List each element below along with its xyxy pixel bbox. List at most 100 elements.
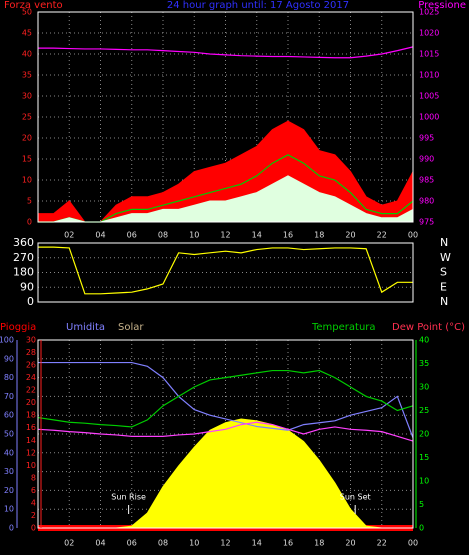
x-tick-label: 12 xyxy=(220,231,230,240)
y-tick-label: 980 xyxy=(419,197,434,206)
annotation: Sun Set xyxy=(340,493,371,502)
series-line xyxy=(37,369,414,428)
y-tick-label: 24 xyxy=(26,373,36,382)
y-tick-label: 270 xyxy=(13,251,34,264)
x-tick-label: 02 xyxy=(64,231,74,240)
plot-frame xyxy=(37,242,414,303)
x-tick-label: 04 xyxy=(95,231,105,240)
legend-entry: Temperatura xyxy=(311,322,376,333)
x-tick-label: 20 xyxy=(345,539,355,548)
y-tick-label: 6 xyxy=(31,486,36,495)
x-tick-label: 10 xyxy=(189,231,199,240)
y-tick-label: 10 xyxy=(4,505,14,514)
y-tick-label: 180 xyxy=(13,266,34,279)
x-tick-label: 04 xyxy=(95,539,105,548)
y-tick-label: 26 xyxy=(26,361,36,370)
x-tick-label: 00 xyxy=(408,539,418,548)
y-tick-label: 1000 xyxy=(419,113,439,122)
x-tick-label: 20 xyxy=(345,231,355,240)
y-tick-label: W xyxy=(440,251,451,264)
y-tick-label: 90 xyxy=(20,280,34,293)
y-tick-label: 20 xyxy=(26,398,36,407)
legend-entry: Pioggia xyxy=(0,322,36,333)
x-tick-label: 02 xyxy=(64,539,74,548)
y-tick-label: 10 xyxy=(419,477,429,486)
y-tick-label: 20 xyxy=(4,486,14,495)
x-tick-label: 08 xyxy=(158,231,168,240)
y-tick-label: 0 xyxy=(27,295,34,308)
y-tick-label: 30 xyxy=(22,92,32,101)
y-tick-label: 16 xyxy=(26,423,36,432)
y-tick-label: 18 xyxy=(26,411,36,420)
y-tick-label: E xyxy=(440,280,447,293)
series-area xyxy=(38,175,414,223)
y-tick-label: 40 xyxy=(419,336,429,345)
x-tick-label: 10 xyxy=(189,539,199,548)
y-tick-label: 40 xyxy=(4,448,14,457)
y-tick-label: 28 xyxy=(26,348,36,357)
y-tick-label: 40 xyxy=(22,50,32,59)
y-tick-label: 25 xyxy=(22,113,32,122)
y-axis-label: Forza vento xyxy=(4,0,63,11)
y-tick-label: 8 xyxy=(31,473,36,482)
y-tick-label: 30 xyxy=(4,467,14,476)
y-tick-label: 50 xyxy=(4,430,14,439)
y-tick-label: 985 xyxy=(419,176,434,185)
annotation: Sun Rise xyxy=(111,493,146,502)
y-tick-label: 1020 xyxy=(419,29,439,38)
x-tick-label: 16 xyxy=(283,539,293,548)
y-tick-label: 1010 xyxy=(419,71,439,80)
legend-entry: Solar xyxy=(118,322,144,333)
y-tick-label: 22 xyxy=(26,386,36,395)
y-tick-label: 1005 xyxy=(419,92,439,101)
series-line xyxy=(38,246,413,295)
y-tick-label: 35 xyxy=(22,71,32,80)
x-tick-label: 06 xyxy=(127,231,137,240)
y-tick-label: 20 xyxy=(419,430,429,439)
y-tick-label: 70 xyxy=(4,392,14,401)
y-tick-label: 0 xyxy=(419,524,424,533)
x-tick-label: 16 xyxy=(283,231,293,240)
legend-entry: Umidita xyxy=(66,322,105,333)
y-tick-label: 1025 xyxy=(419,8,439,17)
legend-entry: Dew Point (°C) xyxy=(392,322,465,333)
x-tick-label: 22 xyxy=(377,539,387,548)
y-tick-label: 60 xyxy=(4,411,14,420)
series-line xyxy=(37,421,414,442)
y-tick-label: 90 xyxy=(4,354,14,363)
y-tick-label: 50 xyxy=(22,8,32,17)
chart-title: 24 hour graph until: 17 Agosto 2017 xyxy=(167,0,349,11)
y-tick-label: 990 xyxy=(419,155,434,164)
y-tick-label: 15 xyxy=(419,453,429,462)
y-tick-label: 12 xyxy=(26,448,36,457)
x-tick-label: 18 xyxy=(314,539,324,548)
y-tick-label: 10 xyxy=(26,461,36,470)
x-tick-label: 18 xyxy=(314,231,324,240)
y-tick-label: 0 xyxy=(9,524,14,533)
y-tick-label: 30 xyxy=(26,336,36,345)
y-tick-label: 975 xyxy=(419,218,434,227)
y-tick-label: 995 xyxy=(419,134,434,143)
y-tick-label: 0 xyxy=(31,524,36,533)
series-line xyxy=(38,361,414,438)
y-tick-label: 35 xyxy=(419,359,429,368)
y-tick-label: 5 xyxy=(27,197,32,206)
plot-frame xyxy=(37,11,414,223)
x-tick-label: 14 xyxy=(252,539,262,548)
y-tick-label: 10 xyxy=(22,176,32,185)
y-tick-label: 4 xyxy=(31,498,36,507)
x-tick-label: 14 xyxy=(252,231,262,240)
x-tick-label: 08 xyxy=(158,539,168,548)
plot-frame xyxy=(37,339,414,529)
y-tick-label: 100 xyxy=(0,336,14,345)
y-tick-label: 1015 xyxy=(419,50,439,59)
x-tick-label: 06 xyxy=(127,539,137,548)
y-tick-label: N xyxy=(440,295,448,308)
y-tick-label: 30 xyxy=(419,383,429,392)
y-tick-label: 80 xyxy=(4,373,14,382)
y2-axis-label: Pressione xyxy=(418,0,466,11)
y-tick-label: N xyxy=(440,236,448,249)
series-line xyxy=(38,46,414,59)
